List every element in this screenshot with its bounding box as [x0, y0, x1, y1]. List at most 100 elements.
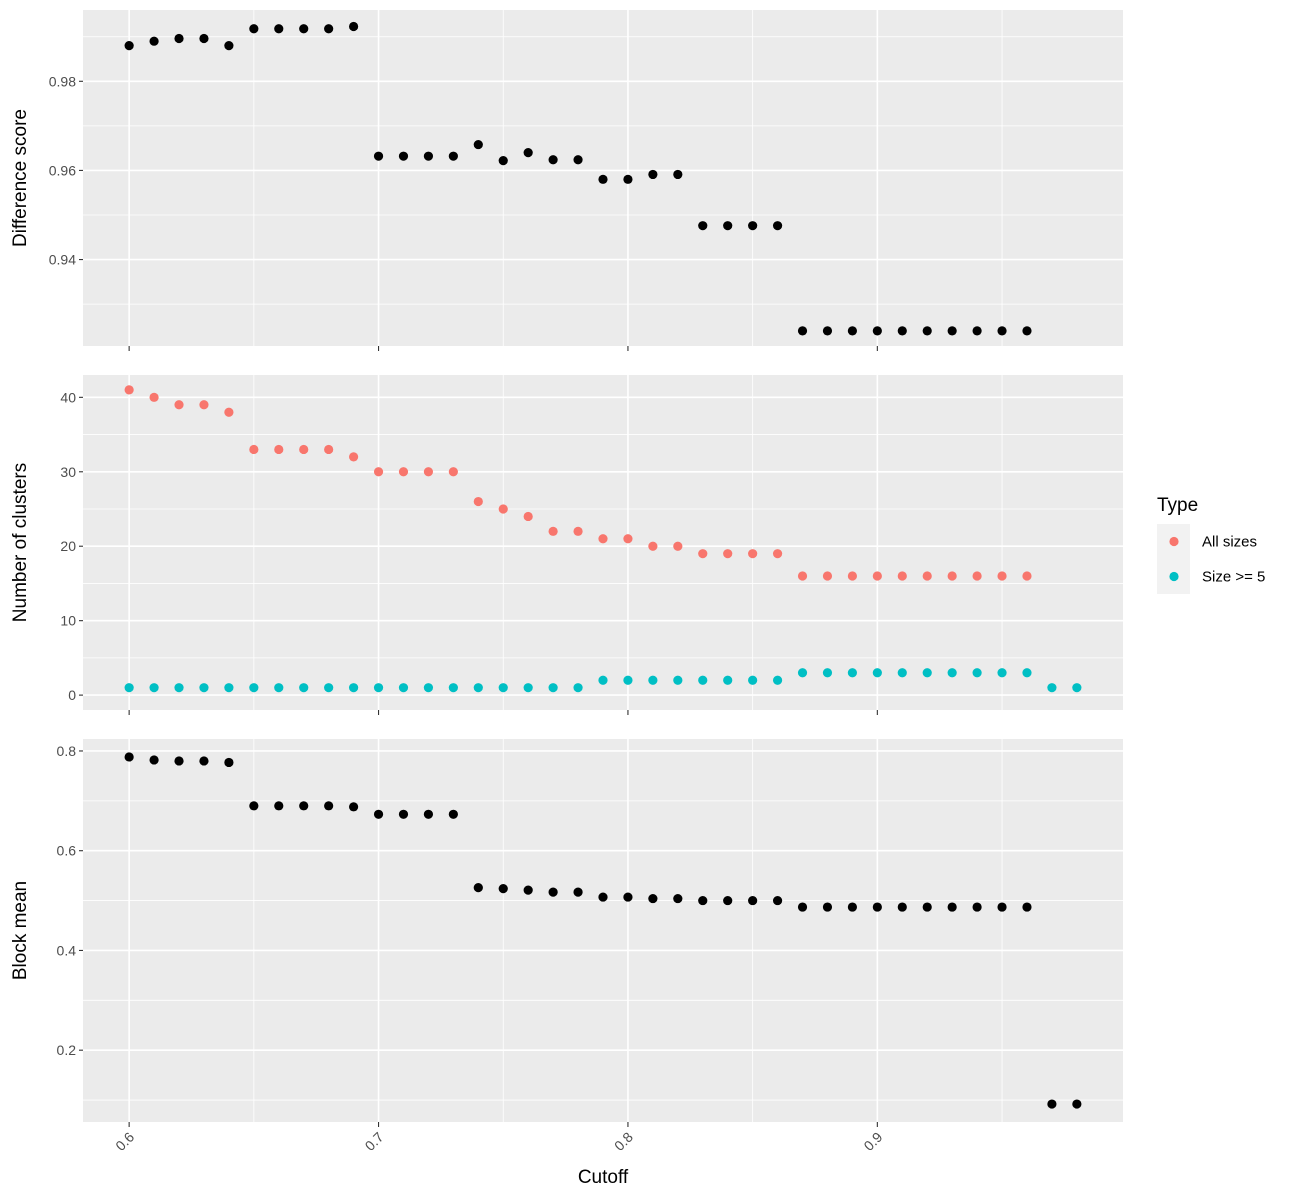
data-point: [324, 444, 334, 455]
y-tick-label: 0: [68, 687, 76, 703]
data-point: [299, 801, 309, 811]
legend-entry: All sizes: [1157, 524, 1257, 559]
y-tick-label: 0.94: [49, 252, 76, 268]
data-point: [224, 41, 234, 51]
y-tick-label: 0.2: [57, 1042, 77, 1058]
data-point: [274, 444, 284, 455]
data-point: [548, 683, 558, 693]
data-point: [274, 24, 284, 34]
data-point: [423, 683, 434, 693]
x-axis: 0.6 0.7 0.8 0.9: [112, 1129, 885, 1154]
data-point: [373, 683, 384, 693]
data-point: [224, 757, 234, 768]
data-point: [1022, 668, 1032, 678]
data-point: [648, 541, 658, 551]
data-point: [922, 902, 932, 912]
data-point: [373, 467, 384, 477]
data-point: [822, 571, 833, 581]
data-point: [748, 675, 758, 685]
data-point: [623, 892, 633, 902]
panels-layer: 0.94 0.96 0.98 Difference score 0 10 20 30 40 Num…: [10, 10, 1123, 1127]
data-point: [1022, 571, 1032, 581]
data-point: [723, 549, 733, 559]
data-point: [772, 221, 783, 231]
data-point: [623, 174, 633, 184]
data-point: [473, 883, 483, 893]
data-point: [772, 549, 783, 559]
data-point: [897, 326, 907, 336]
data-point: [124, 385, 134, 395]
data-point: [448, 467, 458, 477]
data-point: [398, 809, 409, 819]
data-point: [1072, 683, 1082, 693]
data-point: [723, 895, 733, 906]
data-point: [348, 802, 359, 812]
data-point: [573, 526, 583, 536]
data-point: [249, 683, 259, 693]
data-point: [299, 683, 309, 693]
data-point: [922, 571, 932, 581]
data-point: [1047, 1099, 1057, 1109]
data-point: [847, 902, 858, 912]
y-tick-label: 40: [60, 389, 76, 405]
data-point: [548, 887, 558, 897]
data-point: [398, 683, 409, 693]
legend-entry-label: Size >= 5: [1202, 569, 1265, 586]
data-point: [997, 326, 1007, 336]
data-point: [548, 155, 558, 165]
data-point: [972, 668, 982, 678]
data-point: [598, 174, 608, 184]
data-point: [772, 895, 783, 906]
data-point: [573, 155, 583, 165]
legend-title: Type: [1157, 495, 1198, 516]
data-point: [199, 683, 209, 693]
y-axis-title: Number of clusters: [10, 463, 31, 622]
data-point: [498, 884, 508, 894]
data-point: [523, 885, 533, 895]
data-point: [598, 675, 608, 685]
data-point: [448, 809, 458, 819]
data-point: [523, 511, 533, 522]
data-point: [648, 893, 658, 904]
data-point: [573, 683, 583, 693]
data-point: [498, 504, 508, 514]
data-point: [698, 549, 708, 559]
data-point: [249, 801, 259, 811]
series-1: [124, 752, 1082, 1109]
data-point: [797, 902, 808, 912]
data-point: [598, 534, 608, 544]
data-point: [922, 326, 932, 336]
data-point: [947, 902, 957, 912]
data-point: [473, 683, 483, 693]
data-point: [997, 571, 1007, 581]
x-tick-label: 0.6: [112, 1129, 137, 1154]
data-point: [398, 467, 409, 477]
legend: Type All sizes Size >= 5: [1157, 495, 1265, 594]
data-point: [897, 668, 907, 678]
data-point: [872, 902, 882, 912]
data-point: [423, 809, 434, 819]
series-size-5: [124, 668, 1082, 693]
data-point: [149, 683, 159, 693]
data-point: [972, 326, 982, 336]
data-point: [224, 407, 234, 417]
data-point: [299, 444, 309, 455]
data-point: [548, 526, 558, 536]
data-point: [772, 675, 783, 685]
data-point: [673, 893, 683, 904]
data-point: [922, 668, 932, 678]
data-point: [723, 221, 733, 231]
data-point: [748, 895, 758, 906]
legend-key-point: [1169, 571, 1179, 582]
y-tick-label: 30: [60, 464, 76, 480]
data-point: [324, 801, 334, 811]
y-axis-title: Difference score: [10, 109, 31, 247]
data-point: [872, 326, 882, 336]
data-point: [1022, 326, 1032, 336]
data-point: [1072, 1099, 1082, 1109]
data-point: [673, 675, 683, 685]
data-point: [174, 400, 184, 410]
data-point: [997, 902, 1007, 912]
data-point: [847, 326, 858, 336]
